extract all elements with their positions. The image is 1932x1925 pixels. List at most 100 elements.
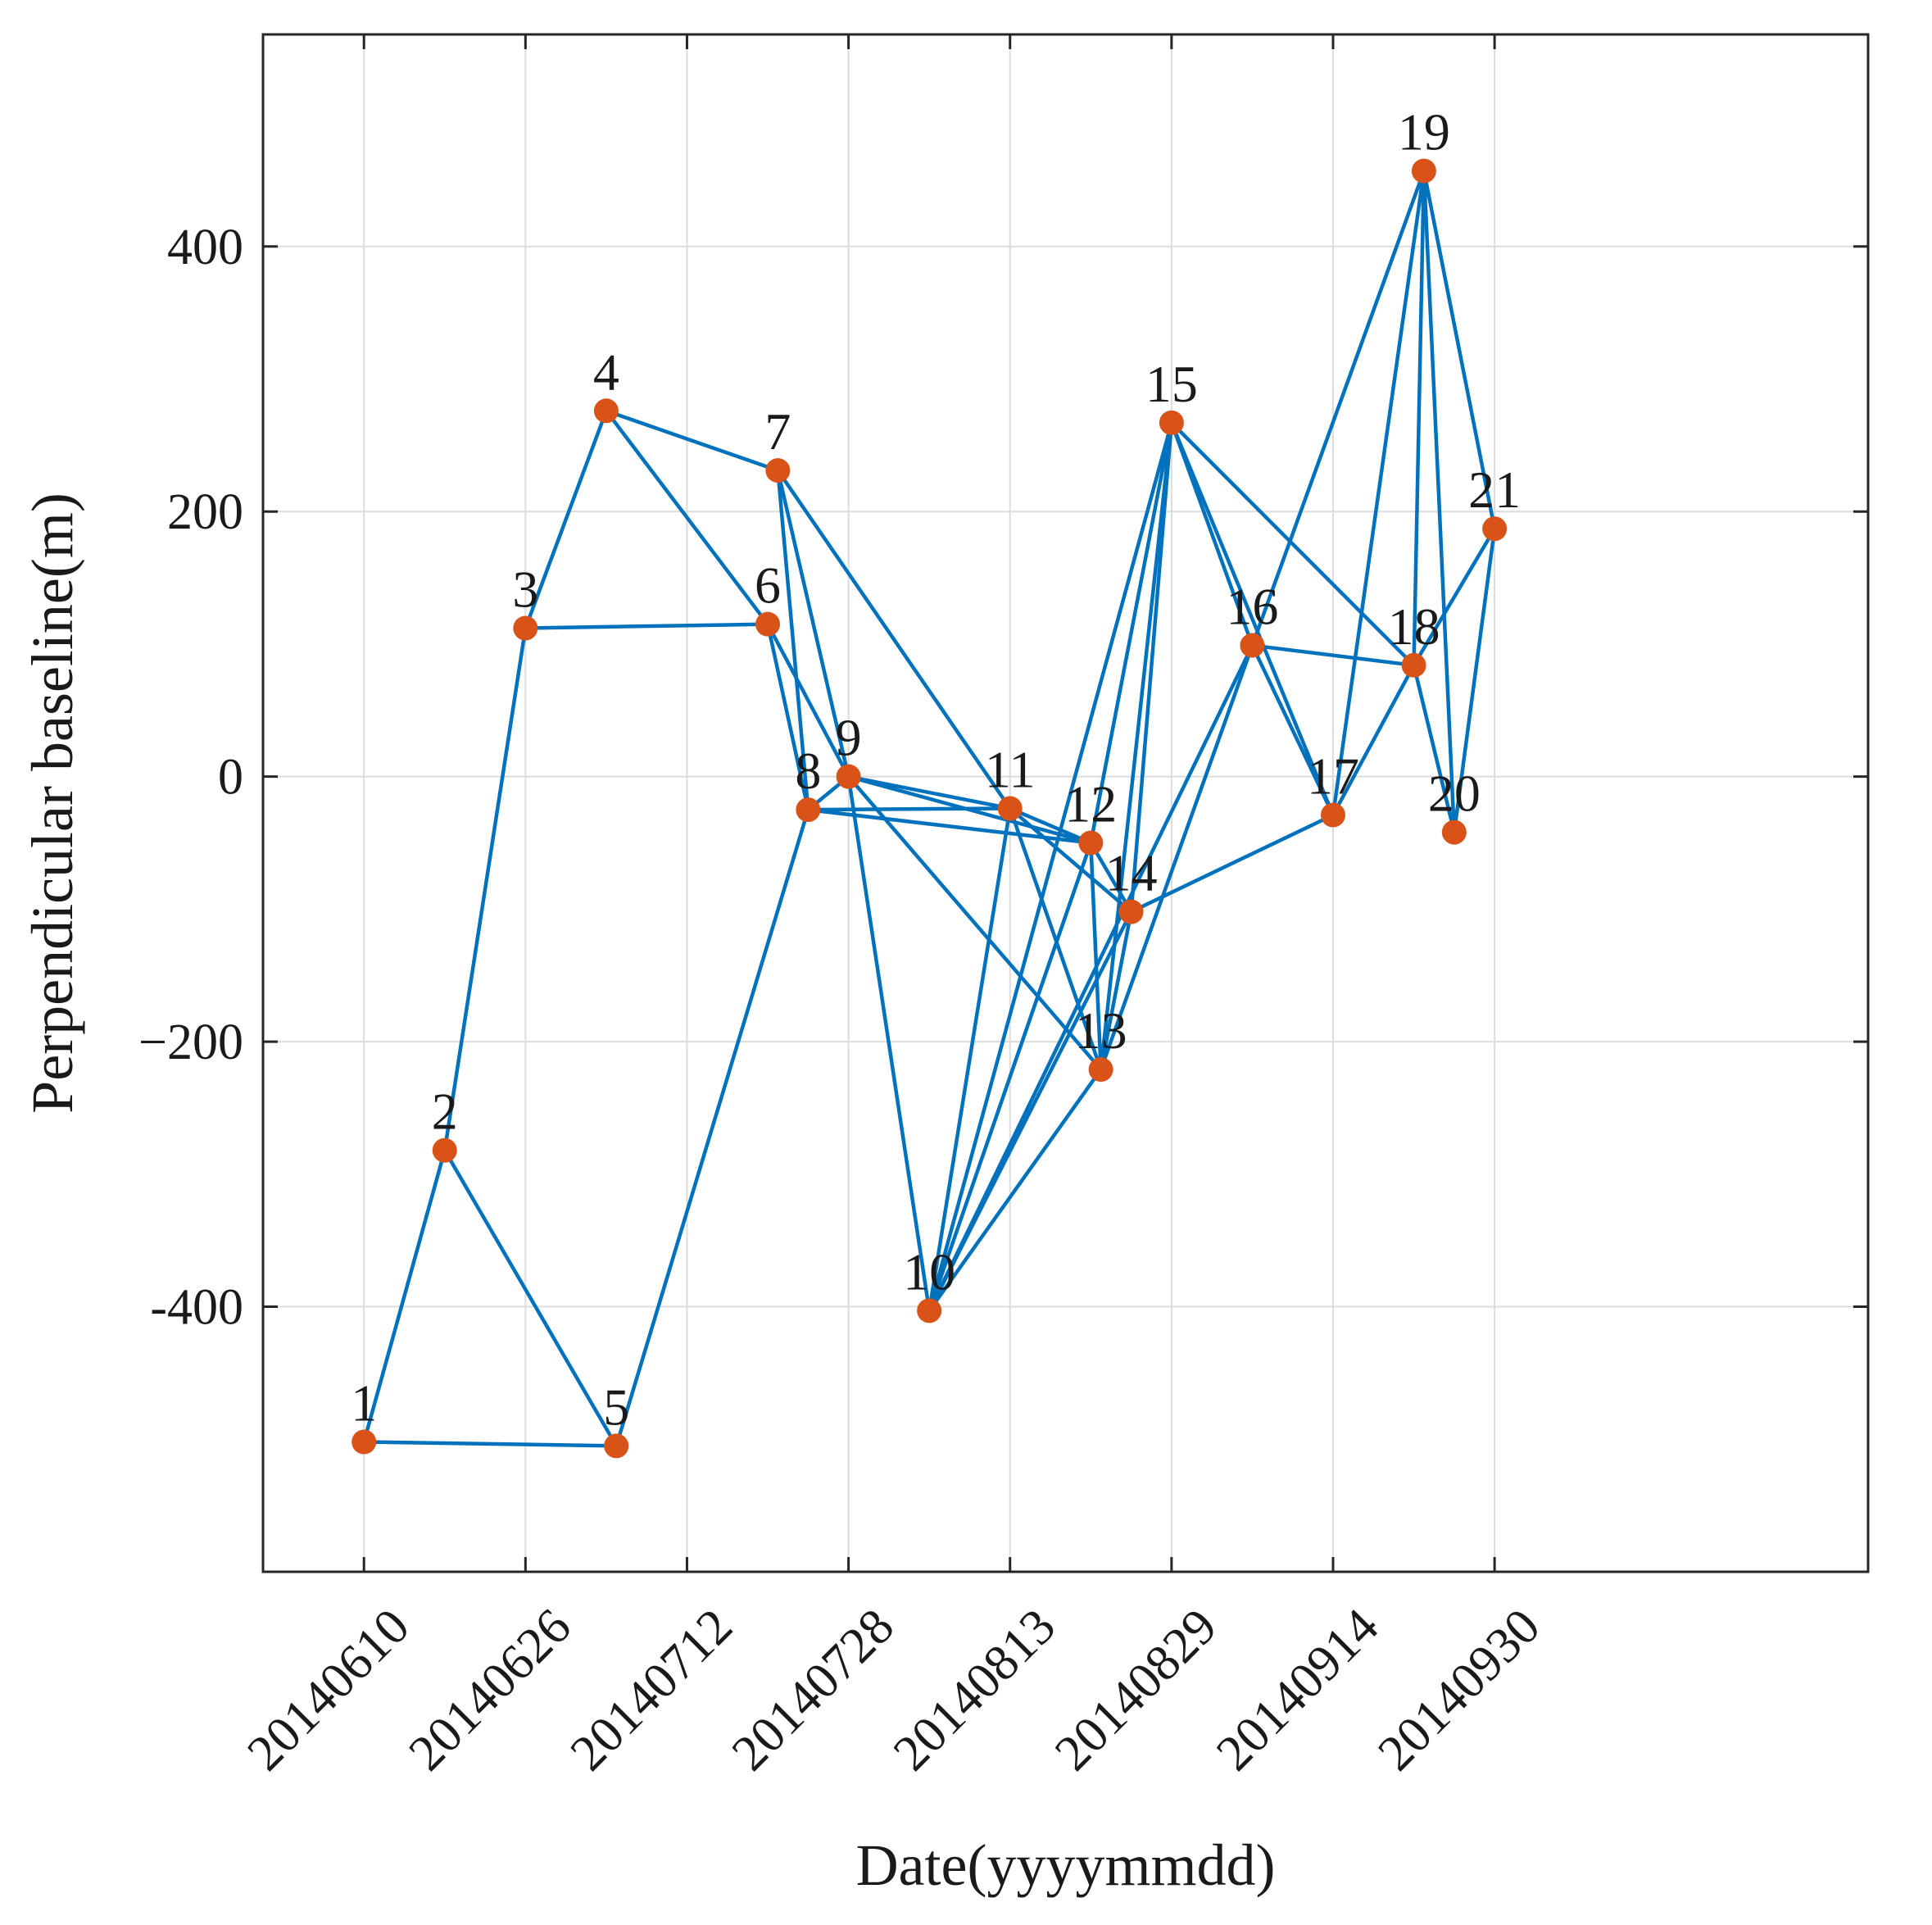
- node-marker-12: [1078, 830, 1104, 856]
- node-marker-21: [1482, 516, 1508, 542]
- network-edge-11-13: [1008, 806, 1103, 1072]
- network-edge-1-5: [361, 1440, 619, 1448]
- node-label-5: 5: [603, 1378, 629, 1436]
- network-edge-17-19: [1331, 169, 1426, 817]
- network-edge-16-19: [1250, 169, 1426, 647]
- node-label-2: 2: [432, 1083, 458, 1141]
- network-edge-16-18: [1250, 643, 1416, 668]
- node-marker-8: [796, 797, 821, 823]
- node-label-21: 21: [1468, 461, 1521, 519]
- node-marker-9: [836, 764, 861, 789]
- network-edge-9-12: [846, 774, 1093, 845]
- node-marker-14: [1118, 899, 1144, 924]
- network-edge-6-9: [765, 622, 850, 779]
- node-label-15: 15: [1145, 355, 1198, 413]
- network-edge-12-14: [1089, 841, 1133, 914]
- node-marker-1: [351, 1429, 377, 1455]
- network-edge-20-21: [1452, 526, 1497, 834]
- node-label-20: 20: [1428, 765, 1481, 823]
- node-label-17: 17: [1307, 747, 1359, 806]
- x-axis-title: Date(yyyymmdd): [856, 1832, 1276, 1898]
- network-edge-1-2: [361, 1148, 447, 1444]
- network-edge-16-17: [1250, 643, 1336, 817]
- y-tick-label: -400: [150, 1280, 243, 1336]
- node-label-18: 18: [1388, 597, 1440, 656]
- node-label-10: 10: [903, 1242, 955, 1301]
- network-edge-18-19: [1412, 169, 1426, 668]
- node-label-8: 8: [795, 742, 821, 800]
- node-marker-13: [1088, 1057, 1113, 1083]
- network-edge-10-15: [927, 420, 1174, 1313]
- network-edge-9-10: [846, 774, 932, 1313]
- network-edge-19-21: [1422, 169, 1497, 531]
- node-marker-11: [997, 796, 1023, 821]
- node-marker-2: [432, 1137, 457, 1163]
- network-edge-15-18: [1169, 420, 1416, 668]
- network-edge-19-20: [1422, 169, 1457, 834]
- node-label-1: 1: [351, 1374, 377, 1432]
- network-edge-13-16: [1099, 643, 1254, 1072]
- network-edge-8-11: [806, 806, 1012, 812]
- node-label-19: 19: [1398, 103, 1450, 161]
- network-edge-12-15: [1089, 420, 1174, 845]
- node-marker-17: [1321, 802, 1345, 828]
- network-edge-14-15: [1129, 420, 1174, 914]
- node-label-6: 6: [755, 556, 781, 615]
- network-edge-2-5: [442, 1148, 619, 1448]
- node-marker-16: [1240, 633, 1265, 658]
- network-edge-4-7: [604, 409, 780, 473]
- network-edge-4-6: [604, 409, 770, 626]
- network-edge-7-11: [776, 468, 1012, 810]
- node-label-9: 9: [836, 709, 862, 767]
- y-tick-label: −200: [138, 1015, 243, 1070]
- node-marker-7: [765, 458, 791, 484]
- y-tick-label: 0: [218, 750, 243, 806]
- network-edge-2-3: [442, 626, 528, 1152]
- node-label-4: 4: [593, 343, 619, 401]
- network-edge-14-17: [1129, 813, 1336, 914]
- y-tick-label: 200: [167, 484, 243, 540]
- network-edge-11-14: [1008, 806, 1133, 914]
- network-edge-9-11: [846, 774, 1012, 810]
- plot-frame: [261, 33, 1870, 1573]
- node-marker-5: [604, 1433, 629, 1459]
- network-edge-10-13: [927, 1067, 1103, 1313]
- network-edge-18-21: [1412, 526, 1497, 668]
- network-edge-5-8: [614, 807, 810, 1448]
- network-edge-6-8: [765, 622, 810, 812]
- network-edge-7-8: [776, 468, 810, 812]
- node-marker-3: [513, 615, 538, 641]
- edge-layer: [361, 169, 1497, 1448]
- node-label-16: 16: [1226, 578, 1278, 636]
- network-edge-3-6: [524, 622, 770, 630]
- node-layer: [351, 158, 1508, 1459]
- network-edge-11-12: [1008, 806, 1093, 845]
- y-tick-label: 400: [167, 220, 243, 275]
- node-marker-19: [1411, 158, 1436, 184]
- network-edge-10-16: [927, 643, 1254, 1313]
- node-label-11: 11: [985, 740, 1036, 798]
- network-edge-7-9: [776, 468, 850, 779]
- y-axis-title: Perpendicular baseline(m): [20, 493, 85, 1114]
- network-edge-18-20: [1412, 663, 1457, 834]
- node-marker-20: [1441, 819, 1467, 845]
- network-edge-9-13: [846, 774, 1103, 1072]
- node-marker-4: [593, 398, 619, 424]
- node-marker-10: [917, 1298, 942, 1323]
- network-edge-15-17: [1169, 420, 1336, 817]
- network-edge-3-4: [524, 409, 609, 630]
- node-label-13: 13: [1075, 1001, 1127, 1060]
- node-label-14: 14: [1105, 844, 1158, 902]
- node-marker-6: [755, 611, 781, 637]
- network-edge-12-13: [1089, 841, 1103, 1072]
- network-edge-10-12: [927, 841, 1093, 1313]
- node-label-12: 12: [1064, 775, 1117, 833]
- node-label-7: 7: [764, 402, 791, 461]
- network-edge-13-15: [1099, 420, 1174, 1072]
- node-label-3: 3: [512, 561, 538, 619]
- network-edge-10-11: [927, 806, 1012, 1313]
